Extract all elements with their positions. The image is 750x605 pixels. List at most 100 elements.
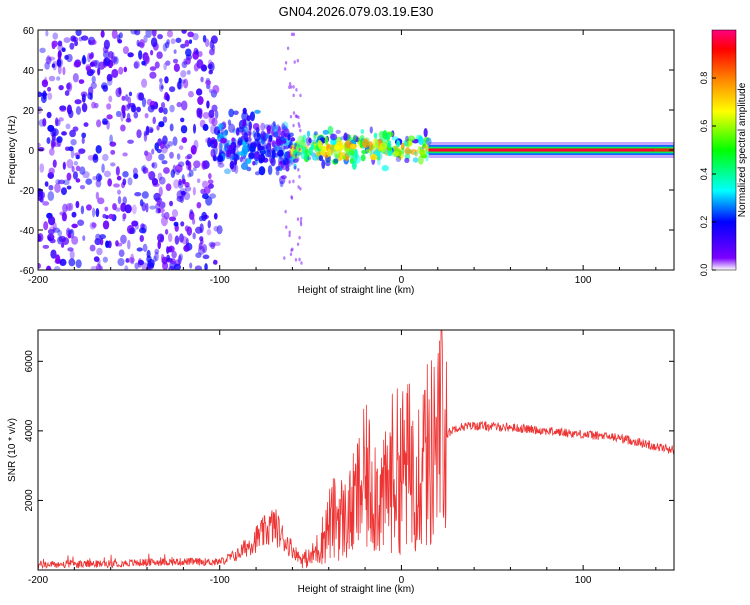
spectrogram-blob [136,247,143,252]
spectrogram-blob [122,171,129,178]
spectrogram-blob [41,79,49,88]
spectrogram-streak [299,128,302,133]
spectrogram-blob [144,113,149,119]
spectrogram-blob [154,251,159,262]
spectrogram-blob [74,99,82,105]
spectrogram-streak [288,230,291,235]
spectrogram-blob [48,184,54,191]
figure-title: GN04.2026.079.03.19.E30 [279,4,434,19]
spectrogram-blob [204,38,210,48]
spectrogram-blob [200,188,206,195]
spectrogram-blob [147,258,155,268]
spectrogram-streak [289,114,293,119]
spectrogram-blob [74,152,81,157]
spectrogram-blob [48,75,56,82]
spectrogram-blob [217,162,225,168]
spectrogram-blob [173,263,181,270]
spectrogram-blob [243,132,249,141]
spectrogram-blob [207,220,211,229]
spectrogram-tone-core [428,148,654,152]
spectrogram-blob [133,173,139,179]
snr-frame [37,329,675,571]
spectrogram-blob [273,131,279,138]
spectrogram-blob [181,30,187,34]
spectrogram-blob [67,247,74,252]
spectrogram-blob [41,79,48,85]
spectrogram-blob [162,107,168,115]
spectrogram-streak [298,124,301,129]
spectrogram-streak [290,195,293,199]
spectrogram-blob [116,242,123,247]
spectrogram-blob [180,221,185,227]
spectrogram-streak [300,261,303,265]
spectrogram-blob [165,60,171,66]
spectrogram-blob [418,136,424,145]
spectrogram-blob [43,221,49,231]
spectrogram-blob [85,178,93,185]
spectrogram-blob [62,161,66,170]
spectrogram-blob [377,159,381,166]
spectrogram-blob [44,61,50,70]
spectrogram-blob [208,241,216,248]
spectrogram-blob [160,216,168,227]
spectrogram-blob [196,201,202,209]
spectrogram-blob [180,125,188,134]
spectrogram-blob [405,135,410,143]
spectrogram-blob [73,61,81,68]
spectrogram-blob [81,136,85,145]
spectrogram-streak [290,32,294,37]
spectrogram-blob [401,146,405,155]
colorbar-tick-label: 0.8 [699,72,709,85]
spectrogram-blob [212,259,218,265]
spectrogram-blob [207,63,213,70]
spectrogram-blob [38,234,42,242]
spectrogram-blob [254,109,261,114]
spectrogram-blob [68,258,76,267]
spectrogram-blob [103,170,112,178]
spectrogram-blob [179,233,184,243]
spectrogram-x-axis-label: Height of straight line (km) [298,285,415,296]
spectrogram-blob [130,30,138,35]
spectrogram-blob [54,183,61,193]
spectrogram-blob [75,106,82,115]
spectrogram-blob [213,138,218,149]
spectrogram-blob [192,167,197,172]
spectrogram-blob [128,257,135,263]
spectrogram-blob [52,159,57,168]
spectrogram-blob [141,78,148,88]
spectrogram-blob [272,124,278,133]
spectrogram-blob [124,104,130,111]
spectrogram-blob [122,213,127,220]
spectrogram-region-1 [216,107,296,188]
spectrogram-blob [136,39,140,47]
spectrogram-blob [134,30,141,36]
spectrogram-blob [195,88,203,96]
spectrogram-blob [89,244,96,252]
spectrogram-blob [70,139,77,146]
spectrogram-blob [156,124,160,131]
spectrogram-blob [373,132,378,139]
spectrogram-blob [218,123,224,131]
spectrogram-blob [306,130,311,138]
spectrogram-blob [42,118,47,127]
spectrogram-blob [80,205,85,215]
spectrogram-blob [103,57,111,66]
spectrogram-blob [391,136,399,141]
spectrogram-y-tick-label: -40 [20,226,35,237]
spectrogram-blob [69,42,75,50]
spectrogram-blob [179,188,187,196]
spectrogram-blob [142,167,149,174]
spectrogram-blob [108,213,114,220]
spectrogram-blob [248,121,253,131]
spectrogram-blob [310,143,315,151]
spectrogram-blob [38,91,42,98]
spectrogram-blob [204,263,208,270]
spectrogram-streak [298,147,301,152]
spectrogram-blob [184,39,190,47]
spectrogram-blob [144,55,150,63]
spectrogram-blob [125,117,132,123]
spectrogram-blob [308,137,312,144]
colorbar-tick-label: 0.0 [699,264,709,277]
